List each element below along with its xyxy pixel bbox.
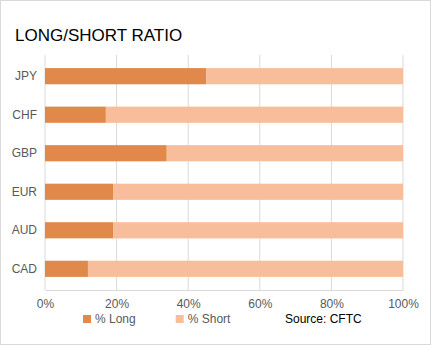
bar (88, 261, 403, 277)
bar (45, 145, 167, 161)
grid-line (331, 55, 332, 290)
bar (106, 107, 403, 123)
title: LONG/SHORT RATIO (15, 26, 182, 45)
bars (45, 68, 403, 277)
grid-line (116, 55, 117, 290)
bar (113, 184, 403, 200)
tick-label: 100% (388, 297, 419, 311)
tick-label: CHF (12, 108, 37, 122)
tick-label: JPY (15, 69, 37, 83)
tick: EUR (12, 185, 45, 199)
legend-label: % Long (95, 312, 136, 326)
tick-label: CAD (12, 262, 38, 276)
tick: CAD (12, 262, 45, 276)
tick-label: GBP (12, 146, 37, 160)
bar (206, 68, 403, 84)
grid (45, 55, 403, 290)
tick: 20% (105, 290, 129, 311)
bar (45, 68, 206, 84)
bar (45, 184, 113, 200)
tick-label: 60% (248, 297, 272, 311)
tick-label: 40% (177, 297, 201, 311)
bar (167, 145, 403, 161)
tick-label: AUD (12, 223, 38, 237)
tick-label: 0% (37, 297, 55, 311)
grid-line (259, 55, 260, 290)
tick: 80% (320, 290, 344, 311)
legend-swatch (83, 315, 91, 323)
bar (45, 261, 88, 277)
bar (45, 222, 113, 238)
legend-label: % Short (188, 312, 231, 326)
axis-line (46, 290, 404, 291)
tick: 60% (248, 290, 272, 311)
tick-label: EUR (12, 185, 38, 199)
tick: 100% (388, 290, 419, 311)
chart-frame (1, 1, 431, 345)
tick-label: 80% (320, 297, 344, 311)
y-axis: JPY CHF GBP EUR AUD CAD (12, 69, 45, 276)
tick: GBP (12, 146, 45, 160)
bar (45, 107, 106, 123)
tick-label: 20% (105, 297, 129, 311)
tick: 40% (177, 290, 201, 311)
grid-line (188, 55, 189, 290)
tick: CHF (12, 108, 45, 122)
grid-line (403, 55, 404, 290)
annotation: Source: CFTC (285, 312, 362, 326)
grid-line (45, 55, 46, 290)
bar (113, 222, 403, 238)
tick: AUD (12, 223, 45, 237)
tick: 0% (37, 290, 55, 311)
legend: % Long % Short (83, 312, 231, 326)
x-axis: 0% 20% 40% 60% 80% 100% (37, 290, 419, 311)
tick: JPY (15, 69, 45, 83)
chart: LONG/SHORT RATIO 0% 20% 40% 60% 80% 100% JPY CHF… (0, 0, 431, 345)
legend-swatch (176, 315, 184, 323)
